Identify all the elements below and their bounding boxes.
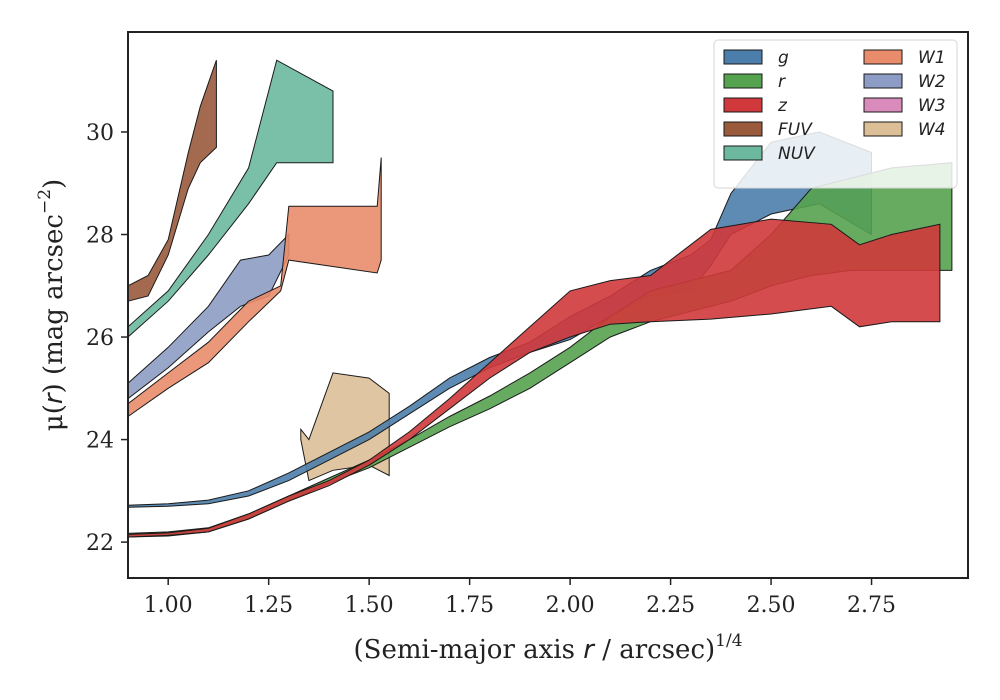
- legend-swatch-fuv: [723, 121, 763, 137]
- legend-label-fuv: FUV: [778, 120, 813, 140]
- band-w4: [300, 372, 390, 482]
- x-tick-label: 2.75: [847, 593, 896, 618]
- legend-label-w4: W4: [918, 120, 946, 140]
- x-tick-label: 1.75: [445, 593, 494, 618]
- band-z: [127, 218, 941, 538]
- legend-swatch-w3: [863, 97, 903, 113]
- legend-label-w2: W2: [918, 72, 946, 92]
- legend-swatch-w2: [863, 73, 903, 89]
- x-tick-label: 1.50: [345, 593, 394, 618]
- legend-swatch-nuv: [723, 145, 763, 161]
- band-fuv: [127, 60, 217, 302]
- x-tick-label: 2.50: [747, 593, 796, 618]
- legend-swatch-r: [723, 73, 763, 89]
- x-axis-ticks: 1.00 1.25 1.50 1.75 2.00 2.25 2.50 2.75: [144, 578, 896, 618]
- y-tick-label: 30: [86, 121, 114, 146]
- legend-swatch-w4: [863, 121, 903, 137]
- x-tick-label: 2.00: [546, 593, 595, 618]
- y-tick-label: 22: [86, 531, 114, 556]
- band-w2: [127, 233, 290, 400]
- legend-label-w1: W1: [918, 48, 946, 68]
- legend-swatch-g: [723, 49, 763, 65]
- band-nuv: [127, 59, 334, 339]
- plot-frame: [127, 31, 969, 579]
- legend: grz FUV NUV W1 W2 W3 W4: [713, 39, 958, 189]
- band-w1: [127, 157, 382, 418]
- x-tick-label: 1.00: [144, 593, 193, 618]
- legend-label-z: z: [777, 96, 788, 116]
- y-tick-label: 26: [86, 326, 114, 351]
- x-axis-label: (Semi-major axis r / arcsec)1/4: [353, 631, 742, 665]
- y-axis-ticks: 22 24 26 28 30: [86, 121, 128, 556]
- legend-label-nuv: NUV: [778, 144, 816, 164]
- y-axis-label: μ(r) (mag arcsec−2): [35, 179, 69, 431]
- legend-label-g: g: [778, 48, 789, 68]
- x-tick-label: 1.25: [244, 593, 293, 618]
- legend-label-r: r: [778, 72, 786, 92]
- legend-swatch-z: [723, 97, 763, 113]
- y-tick-label: 24: [86, 429, 114, 454]
- legend-label-w3: W3: [918, 96, 946, 116]
- band-r: [127, 162, 953, 538]
- y-tick-label: 28: [86, 224, 114, 249]
- x-tick-label: 2.25: [646, 593, 695, 618]
- legend-swatch-w1: [863, 49, 903, 65]
